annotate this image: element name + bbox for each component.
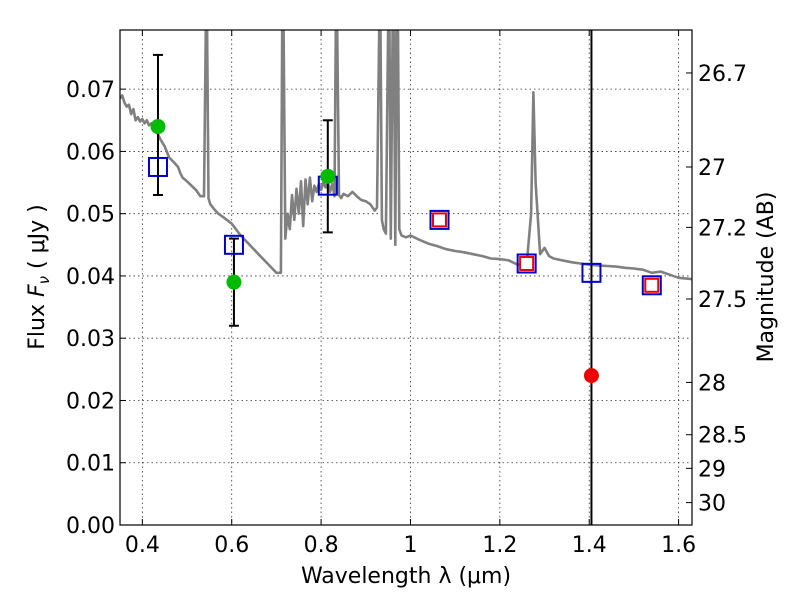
y-tick-label: 0.02 bbox=[66, 389, 115, 414]
x-tick-label: 0.6 bbox=[214, 533, 249, 558]
model-photometry-square bbox=[429, 209, 450, 230]
y-tick-label: 0.07 bbox=[66, 78, 115, 103]
observed-point bbox=[226, 274, 242, 290]
y-tick-label: 0.04 bbox=[66, 265, 115, 290]
right-tick-label: 27 bbox=[698, 156, 726, 181]
x-tick-label: 1.4 bbox=[572, 533, 607, 558]
right-tick-label: 27.5 bbox=[698, 288, 747, 313]
y-tick-label: 0.06 bbox=[66, 140, 115, 165]
observed-point bbox=[320, 168, 336, 184]
right-tick-label: 29 bbox=[698, 457, 726, 482]
y-tick-label: 0.00 bbox=[66, 514, 115, 539]
x-tick-label: 0.4 bbox=[125, 533, 160, 558]
model-photometry-square bbox=[641, 275, 662, 296]
right-tick-label: 27.2 bbox=[698, 216, 747, 241]
right-tick-label: 28.5 bbox=[698, 424, 747, 449]
right-tick-label: 26.7 bbox=[698, 62, 747, 87]
y-tick-label: 0.05 bbox=[66, 203, 115, 228]
model-photometry-square bbox=[581, 262, 602, 283]
y-tick-label: 0.01 bbox=[66, 452, 115, 477]
x-tick-label: 1.2 bbox=[482, 533, 517, 558]
model-photometry-square bbox=[223, 234, 244, 255]
model-photometry-square bbox=[147, 156, 168, 177]
right-tick-label: 28 bbox=[698, 371, 726, 396]
x-tick-label: 1 bbox=[403, 533, 417, 558]
predicted-photometry-square bbox=[519, 255, 535, 271]
grid-lines bbox=[120, 30, 692, 525]
axes: 0.4 0.6 0.8 1 1.2 1.4 1.6 0.00 0.01 0.02 0.03 0.04 0… bbox=[66, 30, 747, 558]
x-tick-label: 0.8 bbox=[304, 533, 339, 558]
predicted-photometry-square bbox=[432, 212, 448, 228]
y-tick-label: 0.03 bbox=[66, 327, 115, 352]
model-photometry-square bbox=[516, 253, 537, 274]
right-tick-label: 30 bbox=[698, 492, 726, 517]
x-tick-label: 1.6 bbox=[661, 533, 696, 558]
model-sed-line bbox=[120, 30, 692, 281]
plot-frame bbox=[119, 29, 693, 526]
upper-limit-point bbox=[583, 368, 599, 384]
y-axis-title: Flux Fν ( μJy ) bbox=[25, 204, 53, 349]
right-axis-title: Magnitude (AB) bbox=[754, 192, 779, 363]
x-axis-title: Wavelength λ (μm) bbox=[301, 564, 511, 589]
predicted-photometry-square bbox=[644, 277, 660, 293]
observed-point bbox=[150, 119, 166, 135]
plot-area bbox=[120, 30, 692, 525]
